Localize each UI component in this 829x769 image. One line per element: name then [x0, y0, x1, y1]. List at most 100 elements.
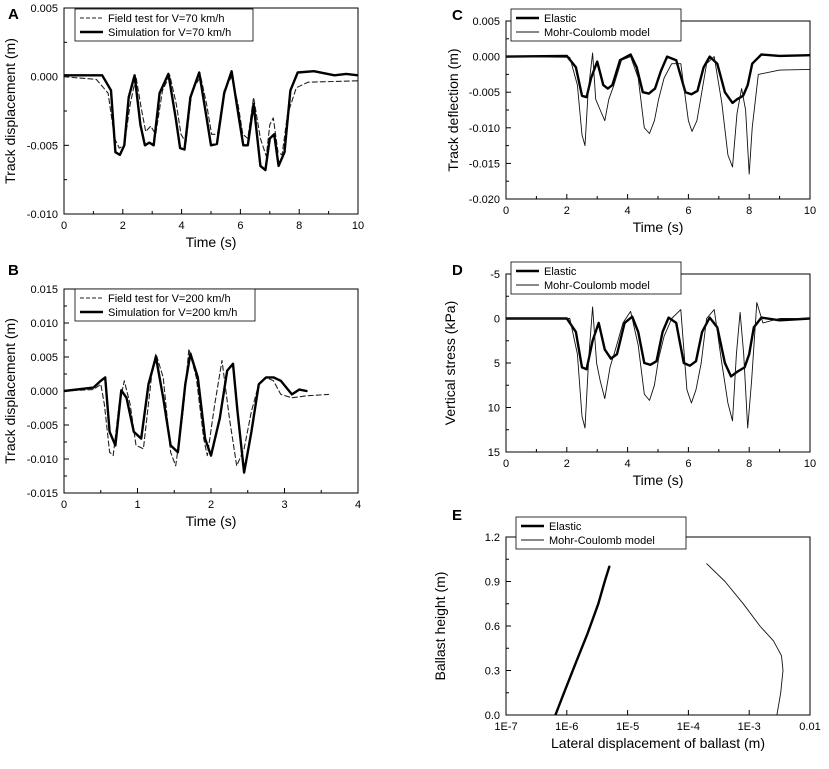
y-tick-label: 0: [494, 314, 500, 326]
legend: Field test for V=200 km/h Simulation for …: [74, 288, 256, 322]
x-tick-label: 8: [296, 220, 302, 232]
x-tick-label: 1: [134, 499, 140, 511]
legend: Elastic Mohr-Coulomb model: [510, 261, 682, 295]
legend-box: [74, 288, 256, 322]
x-tick-label: 4: [179, 220, 185, 232]
legend: Field test for V=70 km/h Simulation for V…: [74, 8, 254, 42]
panel-letter: D: [452, 262, 463, 279]
x-tick-label: 10: [804, 458, 816, 470]
panel-b: 0 1 2 3 4 -0.015 -0.010 -0.005 0.000 0.005 0.010 0.…: [2, 262, 361, 529]
y-tick-label: -0.010: [27, 454, 58, 466]
y-axis-label: Track deflection (m): [445, 48, 461, 171]
panel-c: 0 2 4 6 8 10 -0.020 -0.015 -0.010 -0.005 0.000 0.00…: [445, 7, 816, 235]
panel-letter: A: [8, 6, 19, 23]
y-tick-label: 0.005: [30, 352, 58, 364]
y-tick-label: 15: [488, 447, 500, 459]
series-line-1: [554, 565, 611, 715]
x-tick-label: 2: [120, 220, 126, 232]
x-axis-label: Time (s): [633, 219, 684, 235]
legend-box: [74, 8, 254, 42]
legend-label: Simulation for V=70 km/h: [108, 27, 231, 39]
legend: Elastic Mohr-Coulomb model: [510, 8, 682, 42]
series-line-2: [64, 69, 358, 172]
legend-label: Mohr-Coulomb model: [544, 280, 650, 292]
x-tick-label: 1E-6: [555, 721, 578, 733]
legend-label: Elastic: [544, 13, 577, 25]
legend-label: Field test for V=200 km/h: [108, 293, 231, 305]
y-tick-label: 0.000: [30, 72, 58, 84]
x-tick-label: 2: [564, 205, 570, 217]
plot-frame: [505, 536, 811, 716]
y-tick-label: 0.9: [485, 577, 500, 589]
series-line-1: [64, 348, 330, 467]
series-line-1: [64, 74, 358, 157]
y-tick-label: -0.010: [469, 123, 500, 135]
y-tick-label: 5: [494, 358, 500, 370]
x-tick-label: 4: [625, 205, 631, 217]
series-line-2: [506, 302, 810, 429]
x-tick-label: 4: [355, 499, 361, 511]
series-line-1: [506, 53, 810, 105]
legend-label: Elastic: [549, 521, 582, 533]
y-tick-label: -0.020: [469, 194, 500, 206]
legend-box: [510, 8, 682, 42]
y-tick-label: 0.015: [30, 284, 58, 296]
legend-label: Mohr-Coulomb model: [544, 27, 650, 39]
legend: Elastic Mohr-Coulomb model: [515, 516, 687, 550]
y-tick-label: 0.3: [485, 666, 500, 678]
panel-d: 0 2 4 6 8 10 -5 0 5 10 15 Time (s) Vertical stress (…: [442, 261, 816, 488]
y-tick-label: -0.005: [27, 140, 58, 152]
panel-letter: E: [452, 507, 462, 524]
legend-box: [515, 516, 687, 550]
x-tick-label: 3: [281, 499, 287, 511]
x-tick-label: 1E-3: [738, 721, 761, 733]
x-tick-label: 0: [61, 499, 67, 511]
y-tick-label: 0.0: [485, 710, 500, 722]
x-tick-label: 0: [503, 205, 509, 217]
x-tick-label: 1E-7: [494, 721, 517, 733]
series-line-1: [506, 315, 810, 378]
x-tick-label: 4: [625, 458, 631, 470]
x-tick-label: 8: [746, 205, 752, 217]
y-tick-label: -0.015: [469, 158, 500, 170]
y-tick-label: 0.000: [30, 386, 58, 398]
x-tick-label: 0.01: [799, 721, 820, 733]
legend-label: Mohr-Coulomb model: [549, 535, 655, 547]
x-tick-label: 0: [61, 220, 67, 232]
series-line-2: [64, 352, 308, 474]
y-tick-label: 1.2: [485, 532, 500, 544]
y-tick-label: 0.6: [485, 621, 500, 633]
legend-label: Field test for V=70 km/h: [108, 13, 224, 25]
y-axis-label: Track displacement (m): [2, 318, 18, 464]
y-tick-label: 0.005: [30, 3, 58, 15]
x-axis-label: Lateral displacement of ballast (m): [551, 735, 765, 751]
x-tick-label: 10: [352, 220, 364, 232]
series-line-2: [506, 52, 810, 175]
y-tick-label: -0.005: [469, 87, 500, 99]
y-tick-label: 0.010: [30, 318, 58, 330]
x-tick-label: 2: [564, 458, 570, 470]
x-tick-label: 10: [804, 205, 816, 217]
series-line-2: [706, 563, 784, 715]
y-axis-label: Vertical stress (kPa): [442, 301, 458, 425]
legend-box: [510, 261, 682, 295]
y-tick-label: -0.005: [27, 420, 58, 432]
panel-letter: B: [8, 262, 19, 279]
y-tick-label: -0.010: [27, 209, 58, 221]
x-axis-label: Time (s): [633, 472, 684, 488]
y-tick-label: 0.005: [472, 16, 500, 28]
plot-frame: [505, 20, 811, 200]
legend-label: Simulation for V=200 km/h: [108, 307, 237, 319]
x-tick-label: 2: [208, 499, 214, 511]
x-axis-label: Time (s): [186, 234, 237, 250]
y-tick-label: 0.000: [472, 52, 500, 64]
x-tick-label: 1E-4: [677, 721, 700, 733]
panel-letter: C: [452, 7, 463, 24]
y-tick-label: -5: [490, 269, 500, 281]
y-tick-label: 10: [488, 403, 500, 415]
x-tick-label: 6: [685, 205, 691, 217]
x-tick-label: 6: [685, 458, 691, 470]
legend-label: Elastic: [544, 266, 577, 278]
x-axis-label: Time (s): [186, 513, 237, 529]
